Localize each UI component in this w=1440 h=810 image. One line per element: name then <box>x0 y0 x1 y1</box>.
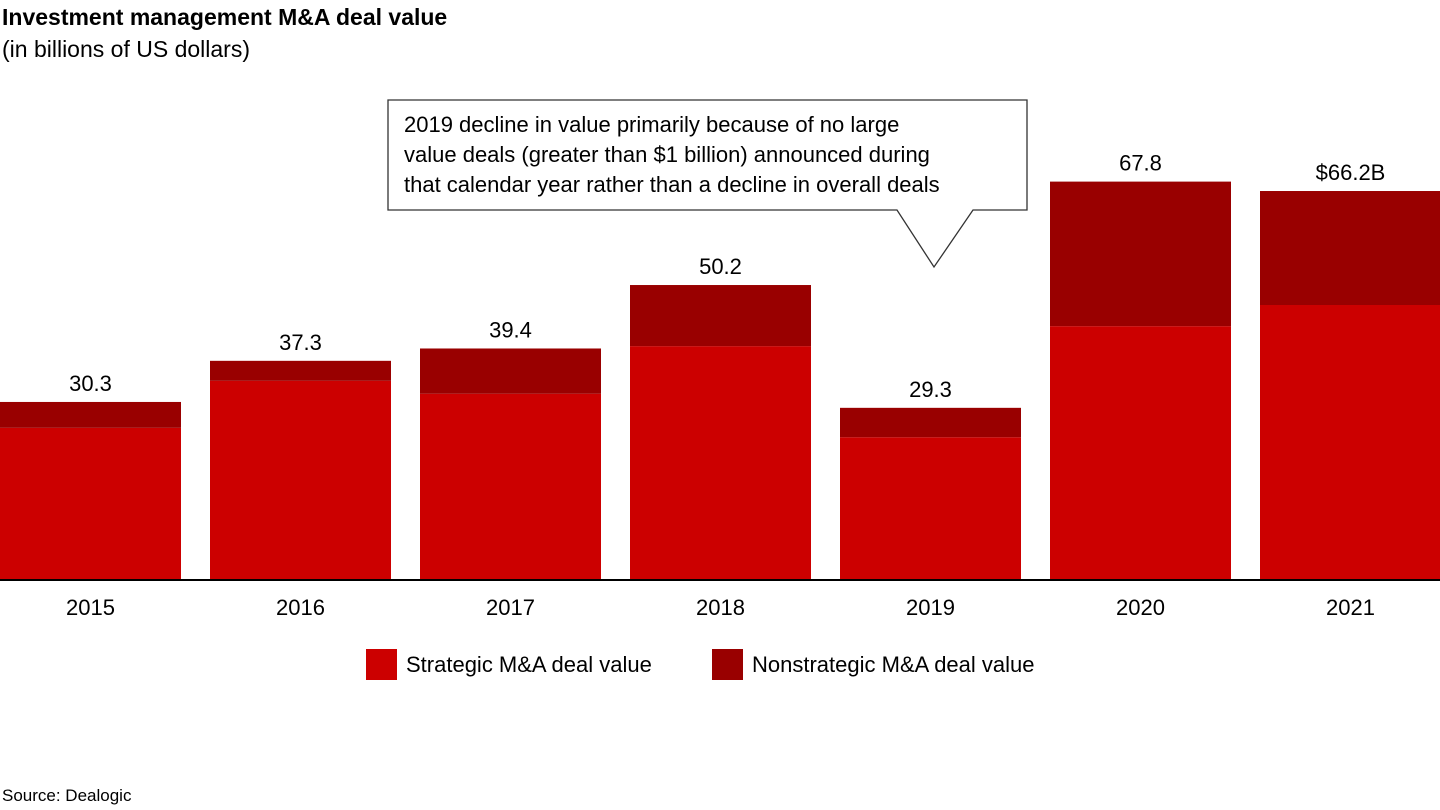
bar-strategic <box>210 380 391 580</box>
data-label-total: 39.4 <box>489 317 532 342</box>
bar-nonstrategic <box>630 285 811 347</box>
x-tick-label: 2015 <box>66 595 115 620</box>
bar-strategic <box>1260 305 1440 580</box>
bar-nonstrategic <box>420 348 601 394</box>
x-tick-label: 2017 <box>486 595 535 620</box>
data-label-total: 37.3 <box>279 330 322 355</box>
bar-strategic <box>0 427 181 580</box>
bar-nonstrategic <box>1260 191 1440 306</box>
x-tick-label: 2018 <box>696 595 745 620</box>
bar-strategic <box>630 346 811 580</box>
legend-label: Nonstrategic M&A deal value <box>752 652 1035 677</box>
annotation-text: that calendar year rather than a decline… <box>404 172 940 197</box>
bar-nonstrategic <box>1050 181 1231 327</box>
x-tick-label: 2020 <box>1116 595 1165 620</box>
x-tick-label: 2021 <box>1326 595 1375 620</box>
chart-subtitle: (in billions of US dollars) <box>2 36 250 62</box>
annotation-text: value deals (greater than $1 billion) an… <box>404 142 930 167</box>
x-tick-label: 2019 <box>906 595 955 620</box>
x-tick-label: 2016 <box>276 595 325 620</box>
bar-nonstrategic <box>0 401 181 428</box>
bar-nonstrategic <box>210 360 391 381</box>
source-note: Source: Dealogic <box>2 786 132 805</box>
bar-strategic <box>840 437 1021 580</box>
bar-nonstrategic <box>840 407 1021 438</box>
legend-swatch <box>712 649 743 680</box>
data-label-total: 30.3 <box>69 371 112 396</box>
bar-strategic <box>420 393 601 580</box>
data-label-total: 50.2 <box>699 254 742 279</box>
legend-label: Strategic M&A deal value <box>406 652 652 677</box>
bar-strategic <box>1050 326 1231 580</box>
legend-swatch <box>366 649 397 680</box>
data-label-total: 67.8 <box>1119 151 1162 176</box>
data-label-total: $66.2B <box>1316 160 1386 185</box>
annotation-text: 2019 decline in value primarily because … <box>404 112 899 137</box>
annotation-callout <box>387 99 1028 269</box>
data-label-total: 29.3 <box>909 377 952 402</box>
chart-title: Investment management M&A deal value <box>2 4 448 30</box>
